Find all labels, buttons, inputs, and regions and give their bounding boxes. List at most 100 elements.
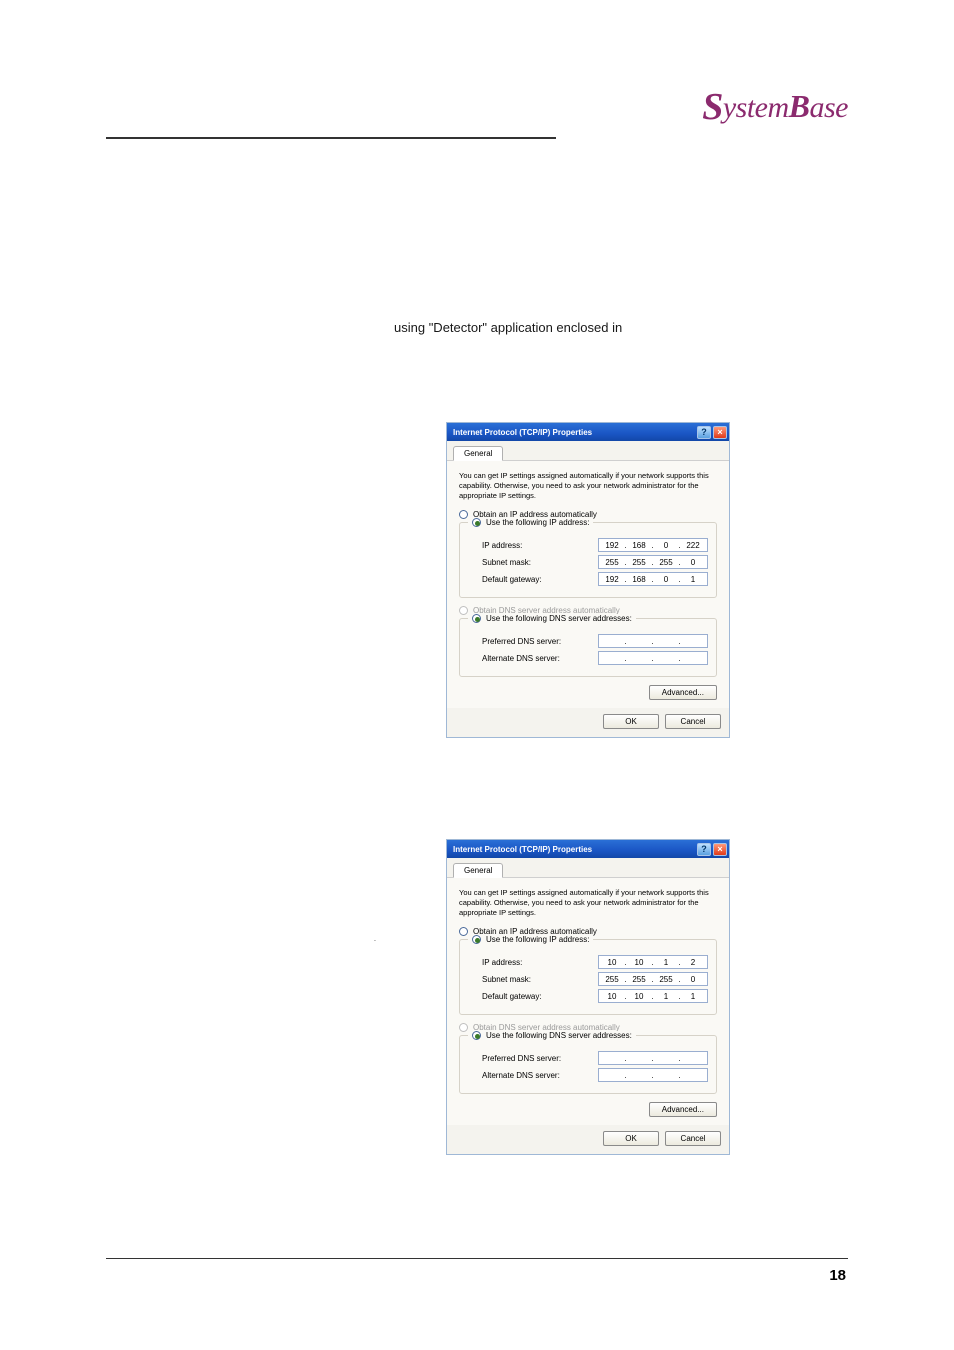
ip-octet: 1 [681,992,705,1001]
dialog-title: Internet Protocol (TCP/IP) Properties [453,428,592,437]
tab-general[interactable]: General [453,863,503,878]
stray-mark: . [374,936,376,943]
radio-use-dns[interactable]: Use the following DNS server addresses: [468,1031,636,1040]
subnet-input[interactable]: 255. 255. 255. 0 [598,972,708,986]
ip-address-row: IP address: 10. 10. 1. 2 [482,955,708,969]
titlebar: Internet Protocol (TCP/IP) Properties ? … [447,840,729,858]
cancel-button[interactable]: Cancel [665,1131,721,1146]
advanced-row: Advanced... [459,685,717,700]
gateway-label: Default gateway: [482,575,542,584]
radio-use-ip[interactable]: Use the following IP address: [468,935,593,944]
ok-button[interactable]: OK [603,714,659,729]
dialog-footer: OK Cancel [447,708,729,737]
gateway-input[interactable]: 10. 10. 1. 1 [598,989,708,1003]
dns-group: Use the following DNS server addresses: … [459,1035,717,1094]
tab-general[interactable]: General [453,446,503,461]
radio-use-ip[interactable]: Use the following IP address: [468,518,593,527]
close-icon[interactable]: × [713,843,727,856]
ok-button[interactable]: OK [603,1131,659,1146]
radio-icon [459,1023,468,1032]
radio-icon [459,927,468,936]
radio-label: Use the following DNS server addresses: [486,614,632,623]
ip-octet: 2 [681,958,705,967]
ip-octet: 168 [627,575,651,584]
header-rule [106,137,556,139]
dialog-title: Internet Protocol (TCP/IP) Properties [453,845,592,854]
pref-dns-input[interactable]: . . . [598,634,708,648]
footer-rule [106,1258,848,1259]
ip-octet: 255 [600,558,624,567]
subnet-label: Subnet mask: [482,558,531,567]
ip-address-input[interactable]: 10. 10. 1. 2 [598,955,708,969]
tcpip-properties-dialog-1: Internet Protocol (TCP/IP) Properties ? … [446,422,730,738]
alt-dns-input[interactable]: . . . [598,1068,708,1082]
tabbar: General [447,858,729,878]
subnet-input[interactable]: 255. 255. 255. 0 [598,555,708,569]
close-icon[interactable]: × [713,426,727,439]
ip-octet: 10 [627,992,651,1001]
body-text: using "Detector" application enclosed in [394,320,622,335]
ip-octet: 255 [627,558,651,567]
dialog-panel: You can get IP settings assigned automat… [447,878,729,1125]
ip-octet: 10 [627,958,651,967]
gateway-row: Default gateway: 192. 168. 0. 1 [482,572,708,586]
description-text: You can get IP settings assigned automat… [459,471,717,500]
description-text: You can get IP settings assigned automat… [459,888,717,917]
subnet-label: Subnet mask: [482,975,531,984]
pref-dns-row: Preferred DNS server: . . . [482,634,708,648]
pref-dns-label: Preferred DNS server: [482,637,561,646]
titlebar: Internet Protocol (TCP/IP) Properties ? … [447,423,729,441]
help-icon[interactable]: ? [697,426,711,439]
radio-icon [459,510,468,519]
ip-octet: 0 [654,541,678,550]
ip-octet: 168 [627,541,651,550]
ip-address-input[interactable]: 192. 168. 0. 222 [598,538,708,552]
gateway-input[interactable]: 192. 168. 0. 1 [598,572,708,586]
radio-use-dns[interactable]: Use the following DNS server addresses: [468,614,636,623]
pref-dns-input[interactable]: . . . [598,1051,708,1065]
alt-dns-row: Alternate DNS server: . . . [482,1068,708,1082]
pref-dns-label: Preferred DNS server: [482,1054,561,1063]
gateway-label: Default gateway: [482,992,542,1001]
tcpip-properties-dialog-2: Internet Protocol (TCP/IP) Properties ? … [446,839,730,1155]
alt-dns-input[interactable]: . . . [598,651,708,665]
tabbar: General [447,441,729,461]
ip-octet: 255 [654,558,678,567]
advanced-row: Advanced... [459,1102,717,1117]
advanced-button[interactable]: Advanced... [649,1102,717,1117]
radio-icon [472,614,481,623]
alt-dns-label: Alternate DNS server: [482,1071,560,1080]
ip-octet: 0 [681,975,705,984]
radio-icon [472,1031,481,1040]
ip-octet: 255 [627,975,651,984]
dialog-footer: OK Cancel [447,1125,729,1154]
ip-octet: 255 [654,975,678,984]
subnet-row: Subnet mask: 255. 255. 255. 0 [482,555,708,569]
radio-label: Use the following DNS server addresses: [486,1031,632,1040]
pref-dns-row: Preferred DNS server: . . . [482,1051,708,1065]
dns-group: Use the following DNS server addresses: … [459,618,717,677]
radio-label: Use the following IP address: [486,518,589,527]
dialog-panel: You can get IP settings assigned automat… [447,461,729,708]
ip-octet: 1 [681,575,705,584]
help-icon[interactable]: ? [697,843,711,856]
radio-icon [472,935,481,944]
title-icons: ? × [697,843,727,856]
advanced-button[interactable]: Advanced... [649,685,717,700]
logo-row: SystemBase [106,85,848,129]
radio-icon [459,606,468,615]
page-header: SystemBase [106,85,848,141]
alt-dns-label: Alternate DNS server: [482,654,560,663]
ip-group: Use the following IP address: IP address… [459,522,717,598]
ip-label: IP address: [482,958,522,967]
alt-dns-row: Alternate DNS server: . . . [482,651,708,665]
ip-octet: 10 [600,958,624,967]
cancel-button[interactable]: Cancel [665,714,721,729]
ip-group: Use the following IP address: IP address… [459,939,717,1015]
ip-octet: 192 [600,541,624,550]
title-icons: ? × [697,426,727,439]
subnet-row: Subnet mask: 255. 255. 255. 0 [482,972,708,986]
ip-octet: 1 [654,958,678,967]
ip-octet: 222 [681,541,705,550]
ip-octet: 192 [600,575,624,584]
